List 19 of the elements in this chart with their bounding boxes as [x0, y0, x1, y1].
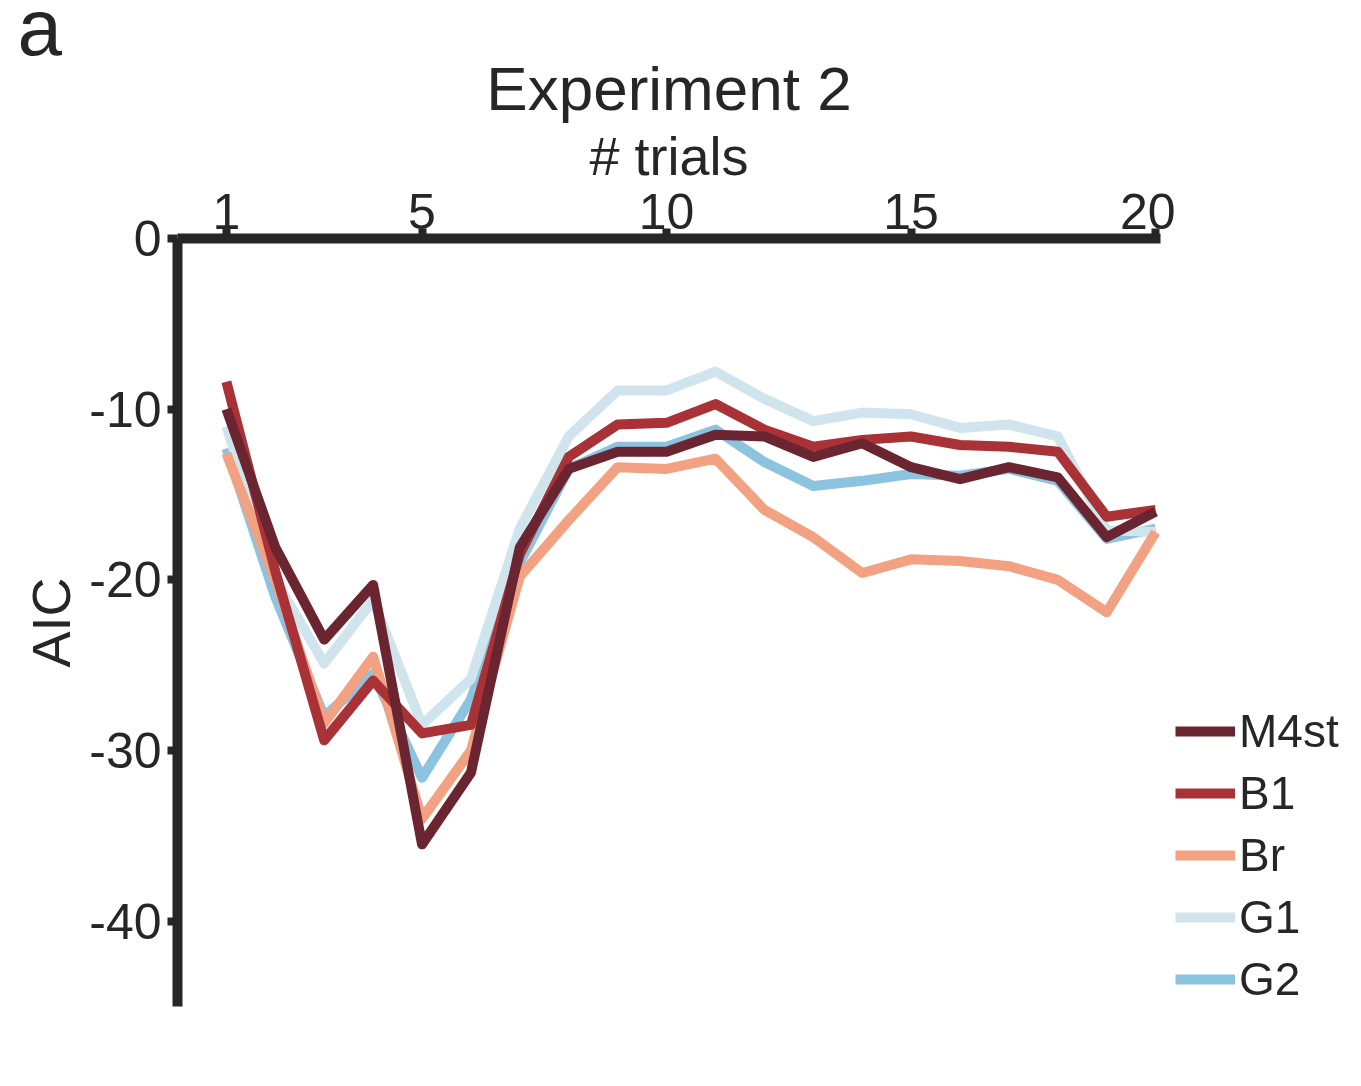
- legend-label: G1: [1239, 890, 1301, 944]
- legend-label: B1: [1239, 766, 1296, 820]
- x-tick-label: 10: [638, 183, 695, 240]
- legend-label: Br: [1239, 828, 1285, 882]
- x-tick-label: 5: [408, 183, 436, 240]
- x-tick-label: 15: [883, 183, 939, 240]
- x-tick-label: 20: [1119, 183, 1176, 240]
- chart-title: Experiment 2: [486, 53, 852, 123]
- y-tick-label: -10: [89, 381, 162, 438]
- x-tick-label: 1: [212, 183, 241, 240]
- y-tick-label: 0: [133, 211, 162, 267]
- legend-label: G2: [1239, 952, 1301, 1006]
- y-tick-label: -40: [89, 893, 162, 950]
- text: a: [17, 0, 63, 72]
- y-axis-title: AIC: [21, 577, 82, 668]
- y-tick-label: -30: [89, 723, 162, 779]
- legend-label: M4st: [1239, 704, 1339, 758]
- x-axis-title: # trials: [589, 125, 749, 186]
- y-tick-label: -20: [89, 552, 162, 609]
